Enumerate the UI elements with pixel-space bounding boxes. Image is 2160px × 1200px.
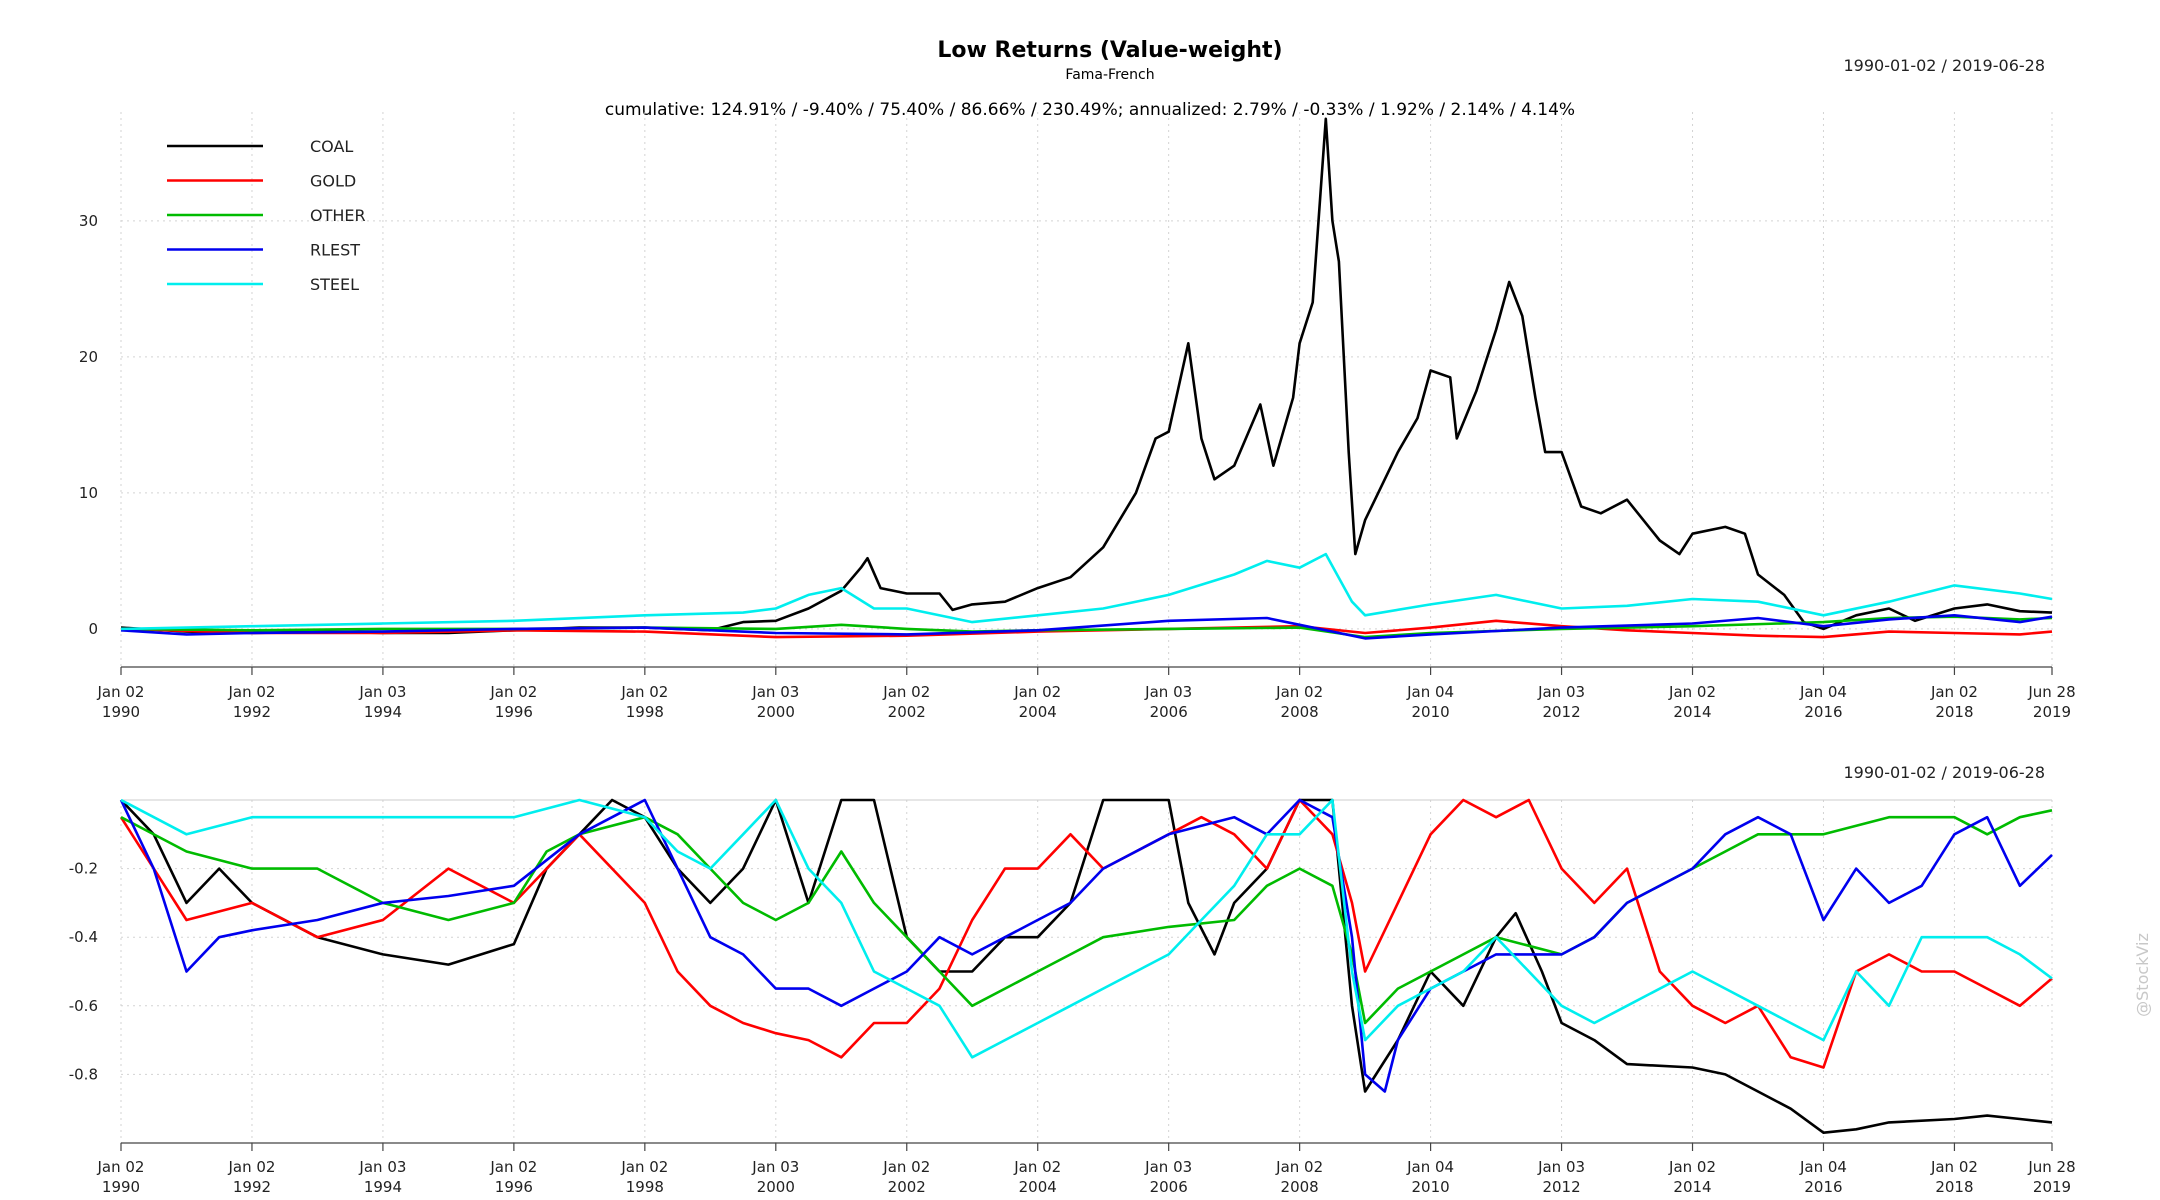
date-range-top: 1990-01-02 / 2019-06-28	[1843, 56, 2045, 75]
dd-y-tick-label: -0.6	[69, 997, 98, 1015]
cumulative-returns-panel: Jan 02 1990 Jan 02 1992 Jan 03 1994 Jan 02 1996…	[79, 112, 2076, 721]
top-x-tick-label: Jan 02	[227, 683, 275, 701]
top-x-tick-year: 2010	[1412, 703, 1450, 721]
dd-x-tick-year: 1996	[495, 1178, 533, 1196]
top-x-tick-label: Jan 02	[1668, 683, 1716, 701]
top-x-tick-label: Jan 04	[1406, 683, 1454, 701]
dd-x-tick-label: Jan 02	[227, 1158, 275, 1176]
dd-y-tick-label: -0.8	[69, 1065, 98, 1083]
dd-x-tick-year: 1990	[102, 1178, 140, 1196]
dd-x-tick-year: 2012	[1542, 1178, 1580, 1196]
chart-subtitle: Fama-French	[1065, 67, 1154, 83]
dd-x-tick-label: Jan 02	[97, 1158, 145, 1176]
drawdown-panel: Jan 02 1990 Jan 02 1992 Jan 03 1994 Jan 02 1996…	[69, 798, 2076, 1196]
top-x-tick-label: Jan 02	[97, 683, 145, 701]
dd-x-tick-year: 2006	[1150, 1178, 1188, 1196]
dd-x-tick-label: Jan 03	[1537, 1158, 1585, 1176]
top-x-tick-year: 1992	[233, 703, 271, 721]
dd-x-tick-year: 2010	[1412, 1178, 1450, 1196]
top-x-tick-label: Jan 02	[489, 683, 537, 701]
dd-x-tick-year: 2018	[1935, 1178, 1973, 1196]
top-x-tick-label: Jan 02	[620, 683, 668, 701]
top-x-tick-year: 2016	[1804, 703, 1842, 721]
dd-x-tick-year: 1994	[364, 1178, 402, 1196]
top-x-tick-year: 2019	[2033, 703, 2071, 721]
top-x-tick-label: Jan 03	[751, 683, 799, 701]
top-y-tick-label: 0	[88, 620, 98, 638]
dd-x-tick-label: Jan 04	[1406, 1158, 1454, 1176]
dd-x-tick-label: Jan 02	[1275, 1158, 1323, 1176]
top-x-tick-label: Jan 02	[882, 683, 930, 701]
dd-series-gold	[119, 798, 2053, 1069]
dd-x-tick-label: Jan 02	[1930, 1158, 1978, 1176]
chart-title: Low Returns (Value-weight)	[937, 38, 1282, 63]
dd-x-tick-label: Jan 02	[620, 1158, 668, 1176]
top-x-tick-label: Jan 02	[1275, 683, 1323, 701]
dd-x-tick-label: Jan 03	[358, 1158, 406, 1176]
watermark: @StockViz	[2133, 933, 2152, 1017]
top-series-rlest	[120, 614, 2053, 640]
dd-x-tick-label: Jan 03	[751, 1158, 799, 1176]
top-x-tick-label: Jan 03	[1144, 683, 1192, 701]
dd-x-tick-year: 2014	[1673, 1178, 1711, 1196]
legend: COAL GOLD OTHER RLEST STEEL	[167, 137, 366, 294]
top-x-tick-year: 2012	[1542, 703, 1580, 721]
top-x-tick-label: Jan 02	[1013, 683, 1061, 701]
dd-series-rlest	[119, 798, 2053, 1093]
dd-x-tick-year: 2002	[888, 1178, 926, 1196]
top-x-tick-year: 2004	[1019, 703, 1057, 721]
dd-y-tick-label: -0.4	[69, 928, 98, 946]
dd-x-tick-label: Jan 02	[489, 1158, 537, 1176]
top-x-tick-year: 1996	[495, 703, 533, 721]
dd-x-tick-year: 2016	[1804, 1178, 1842, 1196]
top-x-tick-label: Jan 04	[1799, 683, 1847, 701]
top-x-tick-year: 2006	[1150, 703, 1188, 721]
top-x-tick-label: Jun 28	[2027, 683, 2075, 701]
legend-label-gold: GOLD	[310, 172, 356, 191]
top-y-tick-label: 30	[79, 212, 98, 230]
dd-x-tick-label: Jan 04	[1799, 1158, 1847, 1176]
top-x-tick-year: 2002	[888, 703, 926, 721]
dd-series-other	[120, 809, 2053, 1025]
top-y-tick-label: 10	[79, 484, 98, 502]
dd-x-tick-year: 2004	[1019, 1178, 1057, 1196]
date-range-bottom: 1990-01-02 / 2019-06-28	[1843, 763, 2045, 782]
top-x-tick-label: Jan 03	[1537, 683, 1585, 701]
dd-y-tick-label: -0.2	[69, 860, 98, 878]
top-x-tick-label: Jan 02	[1930, 683, 1978, 701]
dd-x-tick-year: 2019	[2033, 1178, 2071, 1196]
dd-x-tick-year: 1998	[626, 1178, 664, 1196]
dd-x-tick-year: 1992	[233, 1178, 271, 1196]
top-x-tick-year: 2008	[1281, 703, 1319, 721]
dd-x-tick-label: Jan 03	[1144, 1158, 1192, 1176]
top-series-steel	[120, 552, 2053, 631]
top-series-gold	[120, 619, 2053, 639]
top-x-tick-year: 1998	[626, 703, 664, 721]
legend-label-coal: COAL	[310, 137, 353, 156]
top-x-tick-label: Jan 03	[358, 683, 406, 701]
top-x-tick-year: 2014	[1673, 703, 1711, 721]
dd-x-tick-label: Jan 02	[1013, 1158, 1061, 1176]
legend-label-rlest: RLEST	[310, 241, 360, 260]
dd-x-tick-label: Jan 02	[1668, 1158, 1716, 1176]
dd-series-steel	[120, 798, 2053, 1059]
top-y-tick-label: 20	[79, 348, 98, 366]
legend-label-other: OTHER	[310, 206, 366, 225]
top-x-tick-year: 2000	[757, 703, 795, 721]
dd-x-tick-label: Jan 02	[882, 1158, 930, 1176]
dd-x-tick-year: 2000	[757, 1178, 795, 1196]
legend-label-steel: STEEL	[310, 275, 359, 294]
dd-x-tick-label: Jun 28	[2027, 1158, 2075, 1176]
top-series-coal	[120, 117, 2053, 635]
top-x-tick-year: 1990	[102, 703, 140, 721]
stats-line: cumulative: 124.91% / -9.40% / 75.40% / …	[605, 100, 1575, 120]
top-x-tick-year: 2018	[1935, 703, 1973, 721]
top-x-tick-year: 1994	[364, 703, 402, 721]
dd-x-tick-year: 2008	[1281, 1178, 1319, 1196]
